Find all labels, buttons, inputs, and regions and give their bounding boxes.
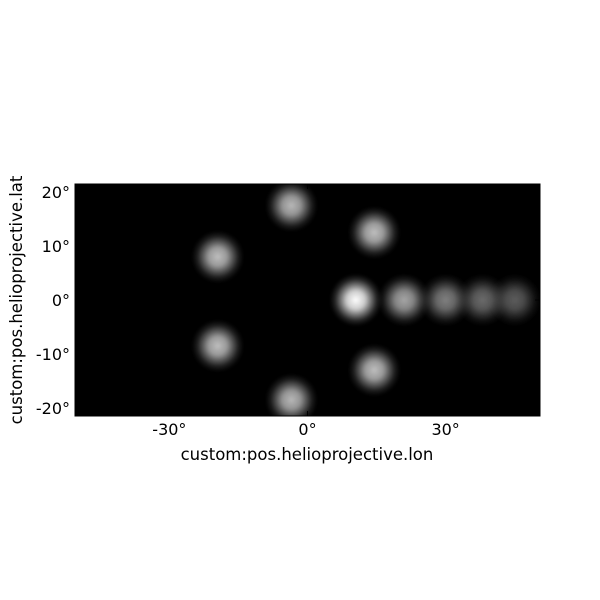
y-tick-label: -10° xyxy=(36,345,70,364)
y-axis-label: custom:pos.helioprojective.lat xyxy=(7,175,26,424)
source-blob xyxy=(265,373,318,416)
source-blob xyxy=(191,319,244,372)
source-blob xyxy=(348,344,401,397)
y-tick-label: 20° xyxy=(42,183,70,202)
source-blob xyxy=(378,274,431,326)
source-blob xyxy=(265,184,318,232)
x-tick-label: -30° xyxy=(152,420,186,439)
source-blob xyxy=(329,274,382,326)
source-blob xyxy=(348,206,401,259)
y-tick-label: 0° xyxy=(52,291,70,310)
y-tick-label: 10° xyxy=(42,237,70,256)
x-tick-label: 30° xyxy=(431,420,459,439)
x-axis-label: custom:pos.helioprojective.lon xyxy=(181,445,434,464)
y-tick-label: -20° xyxy=(36,399,70,418)
sources-layer xyxy=(191,184,540,416)
source-blob xyxy=(419,274,472,326)
source-blob xyxy=(488,274,540,326)
x-tick-label: 0° xyxy=(298,420,316,439)
source-blob xyxy=(191,230,244,283)
ticks-layer: -30° 0° 30° 20° 10° 0° -10° -20° xyxy=(36,183,540,439)
